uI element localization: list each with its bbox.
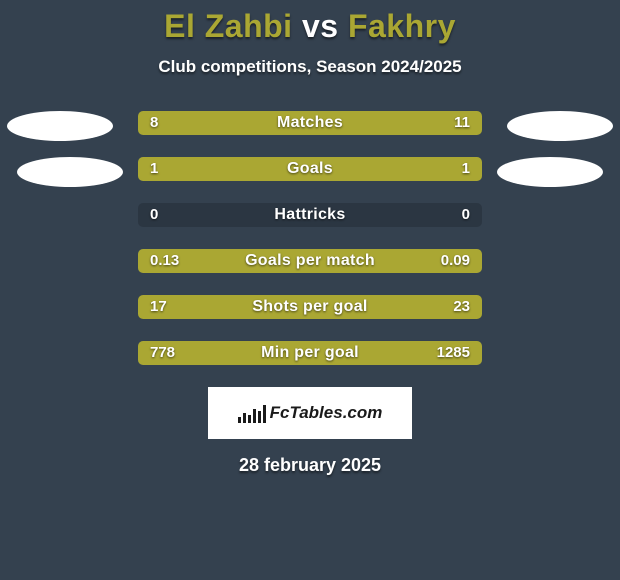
stat-label: Min per goal [138, 341, 482, 365]
stat-row: 00Hattricks [138, 203, 482, 227]
stat-label: Hattricks [138, 203, 482, 227]
logo-bar [263, 405, 266, 423]
stat-label: Goals per match [138, 249, 482, 273]
stat-row: 11Goals [138, 157, 482, 181]
stat-row: 1723Shots per goal [138, 295, 482, 319]
logo-bar [253, 409, 256, 423]
logo-bar [258, 411, 261, 423]
comparison-title: El Zahbi vs Fakhry [0, 0, 620, 45]
fctables-logo: FcTables.com [208, 387, 412, 439]
logo-text: FcTables.com [270, 403, 383, 423]
player1-avatar-placeholder-1 [7, 111, 113, 141]
stat-row: 0.130.09Goals per match [138, 249, 482, 273]
stat-label: Shots per goal [138, 295, 482, 319]
logo-bar [248, 415, 251, 423]
date-text: 28 february 2025 [0, 455, 620, 476]
stat-rows: 811Matches 11Goals 00Hattricks 0.130.09Goal… [138, 111, 482, 365]
stat-row: 811Matches [138, 111, 482, 135]
player2-avatar-placeholder-1 [507, 111, 613, 141]
stat-label: Matches [138, 111, 482, 135]
logo-bar [243, 413, 246, 423]
vs-text: vs [302, 8, 339, 44]
chart-area: 811Matches 11Goals 00Hattricks 0.130.09Goal… [0, 111, 620, 365]
player1-name: El Zahbi [164, 8, 292, 44]
subtitle: Club competitions, Season 2024/2025 [0, 57, 620, 77]
logo-bars-icon [238, 403, 266, 423]
stat-label: Goals [138, 157, 482, 181]
player2-name: Fakhry [348, 8, 456, 44]
stat-row: 7781285Min per goal [138, 341, 482, 365]
player2-avatar-placeholder-2 [497, 157, 603, 187]
logo-bar [238, 417, 241, 423]
player1-avatar-placeholder-2 [17, 157, 123, 187]
